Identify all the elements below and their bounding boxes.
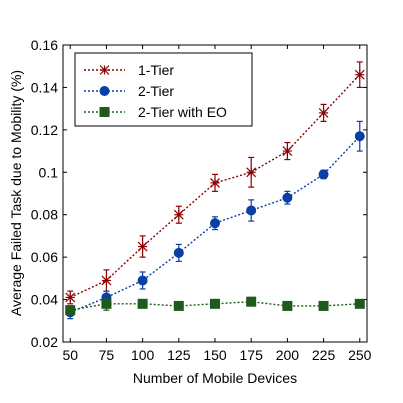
y-tick-label: 0.16: [31, 37, 58, 53]
legend-label: 2-Tier with EO: [138, 104, 227, 120]
x-tick-label: 100: [131, 347, 155, 363]
x-tick-label: 175: [240, 347, 264, 363]
data-point: [246, 296, 257, 307]
data-point: [65, 305, 76, 316]
x-tick-label: 75: [99, 347, 115, 363]
data-point: [101, 275, 112, 286]
legend-marker: [99, 65, 110, 75]
x-axis: 50 75 100 125 150 175 200 225 250: [62, 45, 372, 363]
data-point: [173, 247, 184, 258]
data-point: [282, 146, 293, 156]
y-tick-label: 0.08: [31, 207, 58, 223]
data-point: [246, 205, 257, 216]
series-layer: [65, 61, 365, 320]
x-tick-label: 200: [276, 347, 300, 363]
y-tick-label: 0.1: [39, 164, 59, 180]
data-point: [246, 167, 257, 178]
asterisk-stroke: [282, 146, 293, 156]
asterisk-stroke: [246, 167, 257, 178]
y-tick-label: 0.04: [31, 292, 58, 308]
data-point: [318, 107, 329, 118]
legend-marker: [99, 86, 110, 96]
data-point: [354, 298, 365, 309]
data-point: [282, 192, 293, 203]
legend-marker: [99, 107, 110, 117]
data-point: [210, 298, 220, 309]
data-point: [65, 292, 76, 303]
data-point: [173, 209, 184, 220]
data-point: [318, 169, 329, 180]
data-point: [173, 300, 184, 311]
data-point: [101, 298, 112, 309]
y-tick-label: 0.02: [31, 334, 58, 350]
y-axis-label: Average Failed Task due to Mobility (%): [8, 70, 24, 316]
data-point: [354, 131, 365, 142]
x-tick-label: 50: [62, 347, 78, 363]
data-point: [137, 241, 148, 252]
legend-label: 1-Tier: [138, 62, 174, 78]
series-1: [65, 61, 365, 305]
data-point: [318, 300, 329, 311]
data-point: [210, 218, 220, 229]
asterisk-stroke: [210, 177, 220, 188]
asterisk-stroke: [101, 275, 112, 286]
asterisk-stroke: [99, 65, 110, 75]
series-3: [65, 296, 365, 316]
x-axis-label: Number of Mobile Devices: [133, 370, 297, 386]
asterisk-stroke: [173, 209, 184, 220]
y-tick-label: 0.06: [31, 249, 58, 265]
y-tick-label: 0.12: [31, 122, 58, 138]
y-axis: 0.02 0.04 0.06 0.08 0.1 0.12 0.14 0.16: [31, 37, 367, 350]
asterisk-stroke: [137, 241, 148, 252]
data-point: [282, 300, 293, 311]
x-tick-label: 125: [167, 347, 191, 363]
legend: 1-Tier 2-Tier 2-Tier with EO: [74, 52, 253, 127]
asterisk-stroke: [354, 69, 365, 80]
data-point: [210, 177, 220, 188]
x-tick-label: 250: [348, 347, 372, 363]
data-point: [137, 298, 148, 309]
series-line: [69, 135, 361, 313]
data-point: [137, 275, 148, 286]
asterisk-stroke: [318, 107, 329, 118]
legend-label: 2-Tier: [138, 83, 174, 99]
x-tick-label: 225: [312, 347, 336, 363]
x-tick-label: 150: [203, 347, 227, 363]
y-tick-label: 0.14: [31, 79, 58, 95]
data-point: [354, 69, 365, 80]
asterisk-stroke: [65, 292, 76, 303]
